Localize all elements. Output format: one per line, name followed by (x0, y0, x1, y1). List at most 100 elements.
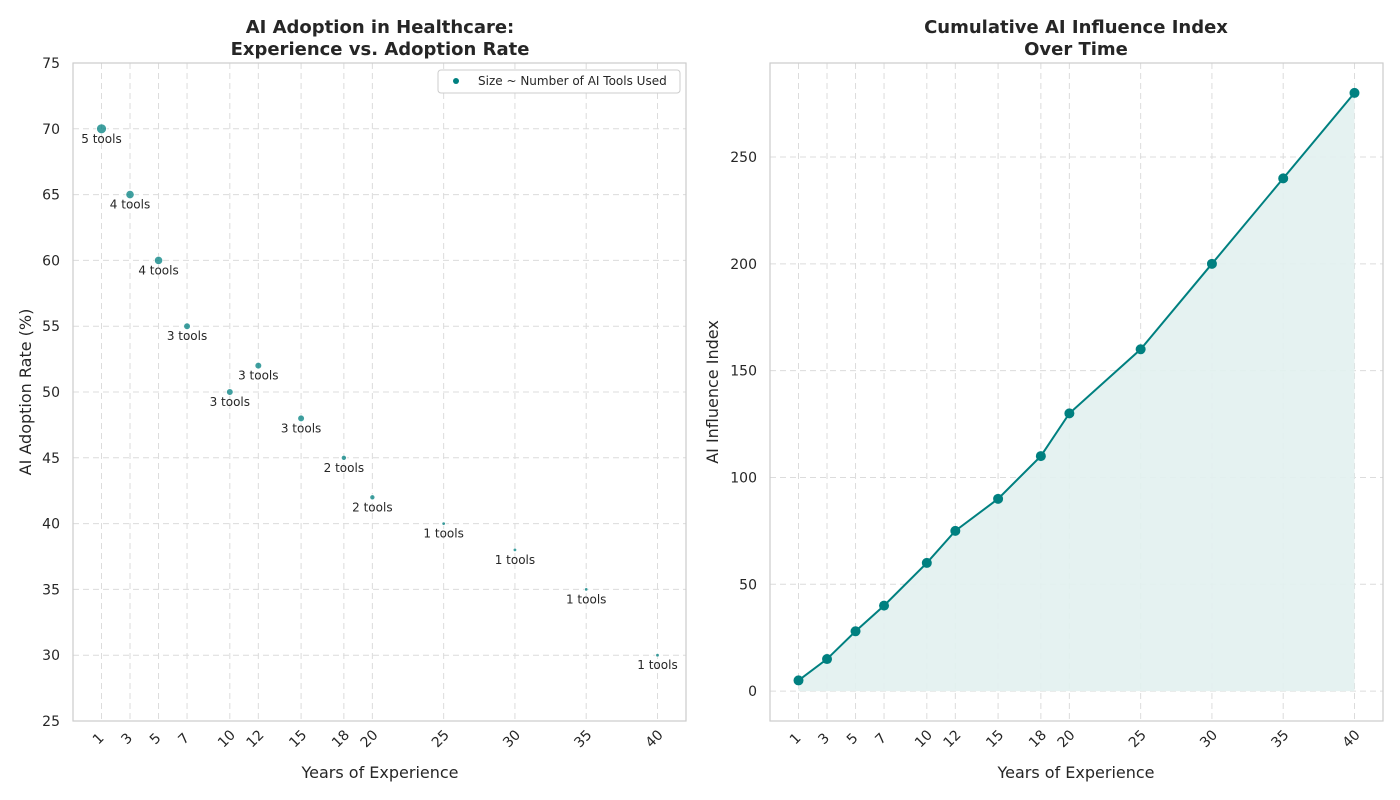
chart2-y-tick-label: 0 (748, 684, 757, 700)
chart1-x-tick-label: 12 (244, 727, 268, 751)
chart2-data-point (793, 675, 804, 686)
chart1-point-label: 1 tools (637, 658, 677, 672)
chart1-y-tick-label: 35 (42, 582, 60, 598)
chart2-x-tick-label: 7 (872, 730, 890, 748)
chart1-point-label: 4 tools (138, 263, 178, 277)
chart1-data-point (96, 123, 107, 135)
chart1-x-axis-label: Years of Experience (300, 763, 458, 782)
chart1-y-tick-label: 45 (42, 451, 60, 467)
chart1-x-ticks: 1 3 5 7 10 12 15 18 20 25 30 35 40 (90, 727, 667, 751)
chart1-y-axis-label: AI Adoption Rate (%) (16, 309, 35, 476)
chart1-point-label: 2 tools (352, 500, 392, 514)
chart2-area (798, 92, 1355, 692)
chart1-data-point (655, 653, 660, 658)
chart1-data-point (153, 255, 164, 265)
chart1-x-tick-label: 5 (147, 730, 165, 748)
chart1-x-tick-label: 7 (175, 730, 193, 748)
chart2-data-point (993, 493, 1004, 504)
chart2-data-point (850, 626, 861, 637)
chart2-x-tick-label: 40 (1340, 727, 1364, 751)
chart1-data-point (254, 361, 263, 370)
chart1-y-tick-label: 55 (42, 319, 60, 335)
chart1-point-label: 3 tools (281, 421, 321, 435)
chart2-data-point (822, 654, 833, 665)
chart2-x-axis-label: Years of Experience (996, 763, 1154, 782)
chart1-x-tick-label: 3 (118, 730, 136, 748)
chart2-data-point (1035, 451, 1046, 462)
chart1-x-tick-label: 10 (215, 727, 239, 751)
chart2-title-line-2: Over Time (1024, 39, 1128, 60)
chart1-y-tick-label: 50 (42, 385, 60, 401)
chart1-data-point (584, 587, 589, 592)
chart2-x-tick-label: 1 (787, 730, 805, 748)
chart1-y-tick-label: 30 (42, 648, 60, 664)
chart1-point-label: 1 tools (423, 527, 463, 541)
chart1-title-line-2: Experience vs. Adoption Rate (231, 39, 530, 60)
chart2-data-point (1064, 408, 1075, 419)
area-chart-influence: Cumulative AI Influence Index Over Time … (703, 17, 1384, 782)
chart1-data-point (369, 494, 376, 501)
chart2-x-ticks: 1 3 5 7 10 12 15 18 20 25 30 35 40 (787, 727, 1364, 751)
chart2-y-tick-label: 150 (730, 364, 757, 380)
chart1-y-tick-label: 60 (42, 253, 60, 269)
chart1-y-tick-label: 65 (42, 188, 60, 204)
chart2-x-tick-label: 10 (912, 727, 936, 751)
chart2-frame (769, 62, 1384, 722)
chart1-point-label: 2 tools (324, 461, 364, 475)
chart1-point-label: 5 tools (81, 132, 121, 146)
chart1-x-tick-label: 35 (571, 727, 595, 751)
chart2-y-tick-label: 250 (730, 150, 757, 166)
chart1-title-line-1: AI Adoption in Healthcare: (246, 17, 515, 38)
chart2-x-tick-label: 3 (815, 730, 833, 748)
chart1-y-ticks: 25 30 35 40 45 50 55 60 65 70 75 (42, 56, 60, 730)
chart1-y-tick-label: 70 (42, 122, 60, 138)
chart1-points (96, 123, 660, 658)
chart2-x-tick-label: 30 (1197, 727, 1221, 751)
chart2-y-tick-label: 50 (739, 577, 757, 593)
chart2-data-point (921, 557, 932, 568)
chart1-x-tick-label: 40 (643, 727, 667, 751)
chart1-x-tick-label: 20 (358, 727, 382, 751)
chart2-data-point (1278, 173, 1289, 184)
chart1-data-point (441, 521, 446, 526)
chart2-title-line-1: Cumulative AI Influence Index (924, 17, 1228, 38)
chart2-data-point (1206, 258, 1217, 269)
chart1-x-tick-label: 25 (429, 727, 453, 751)
chart1-data-point (512, 547, 518, 553)
chart1-data-point (297, 414, 305, 423)
chart1-y-tick-label: 25 (42, 714, 60, 730)
chart2-x-tick-label: 20 (1055, 727, 1079, 751)
chart2-x-tick-label: 12 (941, 727, 965, 751)
chart1-point-label: 4 tools (110, 198, 150, 212)
chart2-x-tick-label: 25 (1126, 727, 1150, 751)
chart1-point-label: 1 tools (566, 592, 606, 606)
legend-marker (453, 78, 459, 84)
chart1-point-labels: 5 tools 4 tools 4 tools 3 tools 3 tools 3 too… (81, 132, 677, 672)
legend-box (437, 69, 681, 94)
chart1-x-tick-label: 15 (286, 727, 310, 751)
chart2-data-point (879, 600, 890, 611)
chart1-y-tick-label: 40 (42, 517, 60, 533)
chart2-data-point (1349, 87, 1360, 98)
chart1-x-tick-label: 1 (90, 730, 108, 748)
chart1-point-label: 3 tools (238, 369, 278, 383)
chart1-data-point (125, 190, 135, 200)
chart2-data-point (1135, 344, 1146, 355)
chart2-y-ticks: 0 50 100 150 200 250 (730, 150, 757, 700)
chart2-x-tick-label: 35 (1268, 727, 1292, 751)
chart1-point-label: 1 tools (495, 553, 535, 567)
chart2-x-tick-label: 5 (844, 730, 862, 748)
chart1-y-tick-label: 75 (42, 56, 60, 72)
chart1-frame (72, 62, 687, 722)
chart1-point-label: 3 tools (210, 395, 250, 409)
chart2-x-tick-label: 15 (983, 727, 1007, 751)
chart1-x-tick-label: 18 (329, 727, 353, 751)
chart1-data-point (340, 454, 347, 461)
chart2-area-fill (798, 92, 1355, 692)
chart1-data-point (226, 388, 234, 396)
chart1-data-point (183, 322, 191, 331)
chart2-y-axis-label: AI Influence Index (703, 320, 722, 464)
chart2-x-tick-label: 18 (1026, 727, 1050, 751)
legend-text: Size ~ Number of AI Tools Used (478, 74, 667, 88)
